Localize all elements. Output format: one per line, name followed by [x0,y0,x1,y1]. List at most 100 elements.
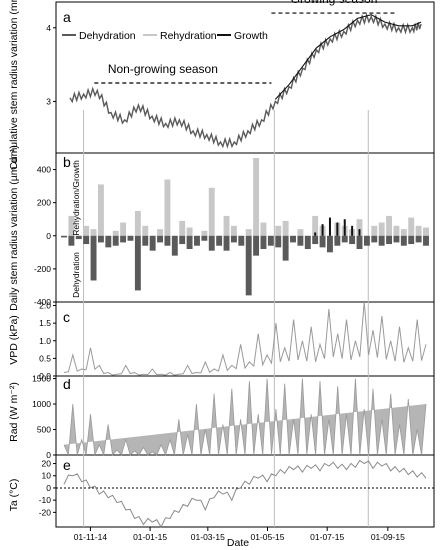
bar-rehydration [164,179,171,236]
bar-dehydration [186,235,193,250]
panel-c-y-ticks: 0.0 0.5 1.0 1.5 2.0 [39,301,56,381]
bar-rehydration [112,230,119,236]
y-tick-label: 1500 [32,374,51,384]
bar-dehydration [245,235,252,296]
vertical-reference-lines [83,110,369,527]
bar-dehydration [297,235,304,246]
bar-rehydration [356,219,363,236]
bar-dehydration [267,235,274,246]
panel-letter-b: b [63,154,71,170]
panel-c: c 0.0 0.5 1.0 1.5 2.0 VPD (kPa) [8,301,427,381]
bar-dehydration [223,235,230,251]
panel-letter-a: a [63,9,71,25]
bar-dehydration [157,235,163,243]
x-tick-label: 01-01-15 [133,532,167,542]
y-tick-label: 20 [42,459,52,469]
chart-legend: Dehydration Rehydration Growth [62,30,268,42]
panel-b-y-ticks: -400 -200 0 200 400 [34,165,56,307]
y-tick-label: 1.0 [39,336,51,346]
bar-dehydration [312,235,319,245]
bar-rehydration [423,227,429,236]
bar-dehydration [356,235,363,250]
season-label: Non-growing season [108,62,218,76]
bar-rehydration [378,222,385,236]
y-tick-label: 0 [46,231,51,241]
bar-dehydration [83,235,90,245]
y-tick-label: 200 [37,198,51,208]
season-annotations: Non-growing season Growing season [94,0,397,84]
y-tick-label: 0.0 [39,371,51,381]
bar-rehydration [223,215,230,236]
y-tick-label: 1000 [32,399,51,409]
bar-rehydration [371,225,378,236]
legend-entry: Dehydration [79,30,136,42]
bar-dehydration [194,235,200,246]
bar-dehydration [134,235,141,291]
bar-rehydration [134,210,141,236]
bar-dehydration [61,235,67,238]
bar-dehydration [179,235,186,245]
bar-dehydration [349,235,356,245]
bar-dehydration [230,235,237,243]
y-tick-label: 0 [46,450,51,460]
y-tick-label: -200 [34,264,51,274]
bar-dehydration [319,235,326,248]
bar-dehydration [327,235,333,253]
bar-rehydration [157,229,163,236]
panel-frame [55,1,435,154]
bar-dehydration [341,235,348,243]
bar-dehydration [127,235,134,241]
legend-entry: Growth [234,30,268,42]
panel-d-y-label: Rad (W m⁻²) [8,382,20,442]
y-tick-label: 10 [42,471,52,481]
bar-dehydration [260,235,267,250]
panel-a-y-ticks: 34 [46,23,56,106]
bar-dehydration [253,235,260,256]
bar-dehydration [201,235,208,241]
panel-letter-e: e [63,457,71,473]
panel-b-bars [61,157,429,296]
panel-d: d 0 500 1000 1500 Rad (W m⁻²) [8,374,427,460]
bar-dehydration [149,235,156,251]
bar-dehydration [400,235,407,246]
bar-dehydration [334,235,341,246]
bar-dehydration [112,235,119,246]
bar-rehydration [260,222,267,236]
y-tick-label: -20 [39,507,52,517]
bar-dehydration [363,235,370,246]
bar-rehydration [282,220,289,236]
y-tick-label: -10 [39,495,52,505]
bar-rehydration [201,230,208,236]
bar-dehydration [386,235,393,245]
bar-rehydration [179,220,186,236]
panel-b-text-rehydration-growth: Rehydration/Growth [71,160,81,236]
panel-a-dehydration-line [69,12,422,149]
bar-dehydration [97,235,104,243]
bar-rehydration [386,215,393,236]
panel-frame [55,454,435,528]
panel-letter-c: c [63,309,70,325]
bar-rehydration [275,225,282,236]
season-label: Growing season [291,0,378,6]
panel-a-y-label: Cumulative stem radius variation (mm) [8,0,20,170]
panel-e-ta-line [63,459,427,529]
x-tick-label: 01-03-15 [191,532,225,542]
x-axis-label: Date [227,537,249,549]
panel-e-y-label: Ta (°C) [8,479,20,512]
y-tick-label: 2.0 [39,301,51,311]
panel-d-y-ticks: 0 500 1000 1500 [32,374,56,460]
bar-dehydration [216,235,223,246]
bar-rehydration [68,215,75,236]
bar-rehydration [415,225,422,236]
panel-d-rad-line [63,378,427,457]
bar-dehydration [282,235,289,261]
panel-letter-d: d [63,376,71,392]
bar-dehydration [238,235,245,246]
bar-dehydration [208,235,215,251]
y-tick-label: 3 [46,96,51,106]
panel-frame [55,301,435,377]
bar-rehydration [253,157,260,236]
x-tick-label: 01-05-15 [250,532,284,542]
bar-dehydration [275,235,282,248]
